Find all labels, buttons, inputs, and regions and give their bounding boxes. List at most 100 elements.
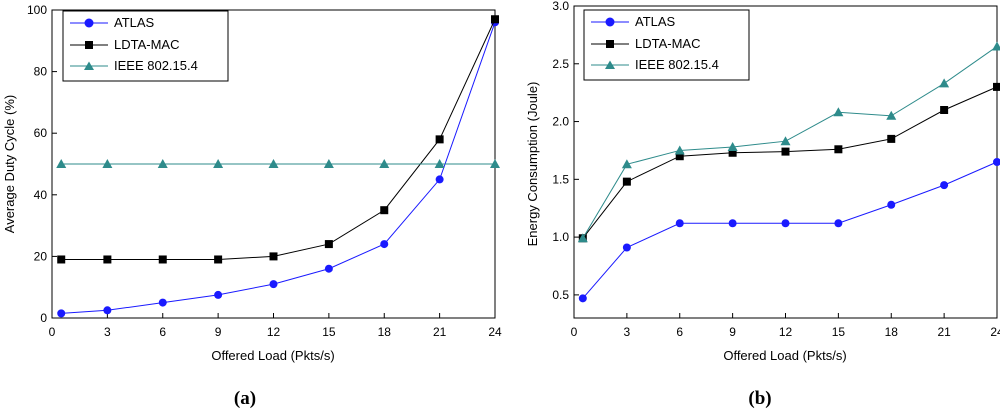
- data-point-atlas-a: [435, 175, 444, 184]
- data-point-atlas-b: [887, 200, 896, 209]
- data-point-ieee-802-15-4-a: [56, 159, 67, 168]
- data-point-ieee-802-15-4-a: [268, 159, 279, 168]
- series-line-ldta-mac-b: [582, 86, 998, 239]
- x-tick-label-a: 9: [215, 325, 222, 339]
- y-tick-label-a: 100: [27, 3, 47, 17]
- data-point-ldta-mac-b: [781, 147, 790, 156]
- x-tick-label-a: 18: [378, 325, 392, 339]
- series-layer-b: [577, 41, 1000, 303]
- data-point-atlas-b: [834, 219, 843, 228]
- legend-label-atlas-b: ATLAS: [635, 14, 676, 29]
- data-point-ldta-mac-a: [57, 255, 66, 264]
- x-tick-label-a: 12: [267, 325, 281, 339]
- data-point-ldta-mac-b: [622, 177, 631, 186]
- x-tick-label-b: 3: [624, 325, 631, 339]
- chart-panel-b: 0 3 6 9 12 15 18 21 24 0.5 1.0 1.5 2.0 2.5 3.0 Offere…: [525, 0, 1000, 409]
- y-tick-label-a: 60: [34, 126, 48, 140]
- y-tick-label-a: 20: [34, 249, 48, 263]
- y-axis-title-a: Average Duty Cycle (%): [2, 95, 17, 233]
- legend-label-ldta-b: LDTA-MAC: [635, 36, 700, 51]
- y-ticks-a: 0 20 40 60 80 100: [27, 3, 57, 325]
- data-point-ldta-mac-a: [435, 135, 444, 144]
- data-point-atlas-a: [324, 264, 333, 273]
- data-point-ieee-802-15-4-b: [833, 107, 844, 117]
- x-tick-label-b: 15: [832, 325, 846, 339]
- data-point-ldta-mac-a: [269, 252, 278, 261]
- legend-entry-atlas-b: ATLAS: [591, 14, 676, 29]
- data-point-ldta-mac-a: [324, 240, 333, 249]
- data-point-atlas-a: [269, 280, 278, 289]
- legend-b: ATLAS LDTA-MAC IEEE 802.15.4: [583, 9, 750, 81]
- chart-panel-a: 0 3 6 9 12 15 18 21 24 0 20 40 60 80 100 Offered Load…: [2, 3, 502, 409]
- data-point-ieee-802-15-4-a: [490, 159, 500, 168]
- series-line-atlas-b: [582, 161, 998, 299]
- data-point-atlas-b: [728, 219, 737, 228]
- x-tick-label-a: 21: [433, 325, 447, 339]
- data-point-atlas-b: [675, 219, 684, 228]
- legend-entry-ieee-b: IEEE 802.15.4: [591, 57, 719, 72]
- data-point-ieee-802-15-4-b: [577, 233, 588, 243]
- legend-entry-ldta-a: LDTA-MAC: [70, 37, 179, 52]
- x-tick-label-b: 9: [729, 325, 736, 339]
- data-point-atlas-a: [103, 306, 112, 315]
- legend-a: ATLAS LDTA-MAC IEEE 802.15.4: [62, 10, 229, 82]
- data-point-ieee-802-15-4-b: [939, 78, 950, 88]
- x-tick-label-a: 15: [322, 325, 336, 339]
- legend-label-ldta-a: LDTA-MAC: [114, 37, 179, 52]
- x-tick-label-b: 21: [937, 325, 951, 339]
- series-layer-a: [56, 15, 500, 318]
- data-point-atlas-a: [57, 309, 66, 318]
- data-point-atlas-a: [158, 298, 167, 307]
- x-tick-label-a: 24: [488, 325, 502, 339]
- data-point-ieee-802-15-4-b: [621, 159, 632, 169]
- data-point-ieee-802-15-4-a: [323, 159, 334, 168]
- x-tick-label-a: 0: [49, 325, 56, 339]
- y-tick-label-b: 1.5: [552, 172, 569, 186]
- data-point-ieee-802-15-4-b: [727, 141, 738, 151]
- y-tick-label-b: 0.5: [552, 288, 569, 302]
- panel-label-a: (a): [234, 388, 256, 409]
- data-point-ldta-mac-b: [675, 152, 684, 161]
- legend-label-ieee-a: IEEE 802.15.4: [114, 58, 198, 73]
- x-tick-label-b: 12: [779, 325, 793, 339]
- y-tick-label-b: 2.0: [552, 115, 569, 129]
- y-tick-label-b: 1.0: [552, 230, 569, 244]
- data-point-ieee-802-15-4-a: [157, 159, 168, 168]
- data-point-ldta-mac-b: [728, 148, 737, 157]
- x-axis-title-a: Offered Load (Pkts/s): [211, 348, 334, 363]
- data-point-ieee-802-15-4-a: [213, 159, 224, 168]
- legend-entry-atlas-a: ATLAS: [70, 15, 155, 30]
- data-point-ldta-mac-a: [214, 255, 223, 264]
- x-tick-label-a: 3: [104, 325, 111, 339]
- legend-label-ieee-b: IEEE 802.15.4: [635, 57, 719, 72]
- legend-entry-ieee-a: IEEE 802.15.4: [70, 58, 198, 73]
- panel-label-b: (b): [748, 388, 771, 409]
- data-point-ldta-mac-b: [940, 106, 949, 114]
- y-tick-label-a: 0: [40, 311, 47, 325]
- data-point-ieee-802-15-4-a: [102, 159, 113, 168]
- x-tick-label-b: 24: [990, 325, 1000, 339]
- x-ticks-b: 0 3 6 9 12 15 18 21 24: [571, 313, 1000, 339]
- data-point-ldta-mac-b: [993, 82, 1000, 91]
- y-tick-label-a: 40: [34, 188, 48, 202]
- data-point-atlas-b: [781, 219, 790, 228]
- x-tick-label-a: 6: [159, 325, 166, 339]
- data-point-ieee-802-15-4-b: [674, 145, 685, 155]
- data-point-ldta-mac-a: [380, 206, 389, 215]
- data-point-ldta-mac-b: [834, 145, 843, 154]
- data-point-ieee-802-15-4-b: [992, 41, 1000, 51]
- data-point-ieee-802-15-4-b: [780, 136, 791, 146]
- data-point-atlas-b: [940, 181, 949, 190]
- data-point-atlas-b: [622, 243, 631, 252]
- legend-entry-ldta-b: LDTA-MAC: [591, 36, 700, 51]
- data-point-ldta-mac-b: [887, 134, 896, 143]
- data-point-atlas-a: [380, 240, 389, 249]
- x-axis-title-b: Offered Load (Pkts/s): [723, 348, 846, 363]
- y-tick-label-b: 2.5: [552, 57, 569, 71]
- y-tick-label-a: 80: [34, 65, 48, 79]
- data-point-ieee-802-15-4-a: [434, 159, 445, 168]
- x-tick-label-b: 6: [676, 325, 683, 339]
- y-axis-title-b: Energy Consumption (Joule): [525, 82, 540, 247]
- x-ticks-a: 0 3 6 9 12 15 18 21 24: [49, 313, 502, 339]
- data-point-ldta-mac-a: [103, 255, 112, 264]
